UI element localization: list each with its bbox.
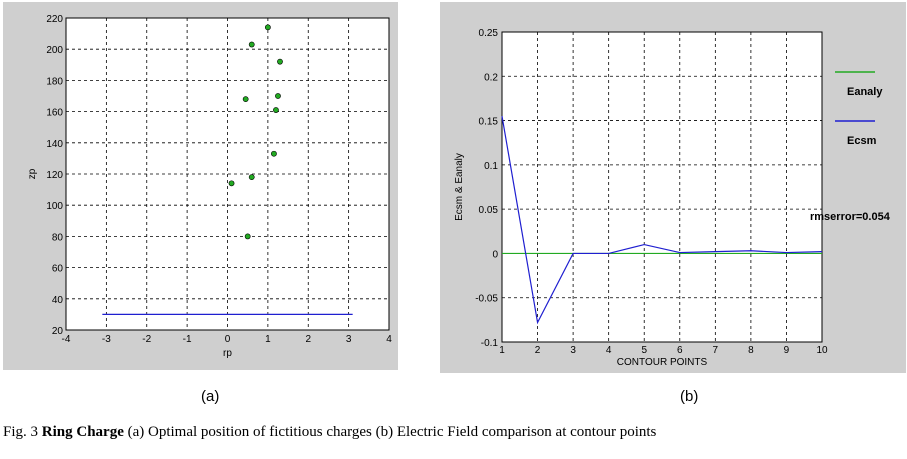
plot-frame [65, 17, 390, 331]
y-tick-label: 0.1 [484, 161, 498, 172]
y-tick-label: 0.05 [479, 205, 499, 216]
charge-point [273, 107, 279, 113]
plot-frame [501, 31, 823, 343]
y-tick-label: 100 [46, 201, 63, 212]
scatter-chart-svg: -4 -3 -2 -1 0 1 2 3 4 20 40 60 80 100 120 140 160 180 200 2… [27, 14, 392, 359]
caption-bold: Ring Charge [41, 424, 124, 440]
x-tick-label: 1 [499, 345, 505, 356]
y-tick-label: 0 [492, 249, 498, 260]
y-tick-label: 200 [46, 45, 63, 56]
x-tick-label: -4 [62, 334, 71, 345]
charge-point [228, 180, 235, 187]
charge-point [277, 58, 283, 65]
y-tick-label: -0.1 [481, 338, 499, 349]
x-tick-label: 7 [713, 345, 719, 356]
x-tick-label: 1 [265, 334, 271, 345]
figure-caption: Fig. 3 Ring Charge (a) Optimal position … [3, 424, 656, 441]
x-tick-label: 2 [305, 334, 311, 345]
x-tick-label: 6 [677, 345, 683, 356]
y-tick-label: -0.05 [475, 294, 498, 305]
x-tick-label: 8 [748, 345, 754, 356]
y-tick-label: 20 [52, 326, 64, 337]
charge-point [244, 233, 251, 240]
y-tick-label: 60 [52, 264, 64, 275]
plot-area [502, 32, 822, 342]
y-tick-label: 0.25 [479, 28, 499, 39]
y-axis-label: Ecsm & Eanaly [454, 153, 465, 221]
x-tick-label: 3 [570, 345, 576, 356]
x-tick-label: 4 [386, 334, 392, 345]
y-tick-label: 220 [46, 14, 63, 25]
charge-point [248, 41, 255, 48]
y-axis-label: zp [27, 168, 38, 179]
x-tick-label: 4 [606, 345, 612, 356]
x-tick-label: -2 [142, 334, 151, 345]
x-tick-label: 9 [784, 345, 790, 356]
charge-point [275, 93, 281, 99]
y-tick-label: 0.2 [484, 72, 498, 83]
subfigure-label-a: (a) [201, 388, 220, 405]
x-axis-label: CONTOUR POINTS [617, 357, 708, 368]
y-tick-label: 140 [46, 139, 63, 150]
y-tick-label: 40 [52, 295, 64, 306]
subfigure-label-b: (b) [680, 388, 699, 405]
figure-panel-a: -4 -3 -2 -1 0 1 2 3 4 20 40 60 80 100 120 140 160 180 200 2… [3, 2, 398, 370]
caption-prefix: Fig. 3 [3, 424, 42, 440]
rmserror-annotation: rmserror=0.054 [810, 211, 891, 223]
y-tick-label: 0.15 [479, 117, 499, 128]
x-axis-label: rp [223, 348, 232, 359]
charge-point [242, 96, 249, 103]
series-line-ecsm [501, 116, 823, 325]
x-tick-label: 5 [641, 345, 647, 356]
y-tick-label: 120 [46, 170, 63, 181]
legend-label-eanaly: Eanaly [847, 86, 883, 98]
line-chart-svg: 1 2 3 4 5 6 7 8 9 10 -0.1 -0.05 0 0.05 0.1 0.15 0.2 0.25 C… [454, 28, 891, 368]
x-tick-label: -1 [183, 334, 192, 345]
x-tick-label: 2 [535, 345, 541, 356]
charge-point [271, 150, 277, 157]
y-tick-label: 180 [46, 76, 63, 87]
y-tick-label: 80 [52, 232, 64, 243]
x-tick-label: 3 [346, 334, 352, 345]
charge-point [264, 24, 271, 31]
x-tick-label: -3 [102, 334, 111, 345]
charge-point [248, 174, 255, 181]
x-tick-label: 0 [225, 334, 231, 345]
legend-label-ecsm: Ecsm [847, 135, 877, 147]
y-tick-label: 160 [46, 108, 63, 119]
x-tick-label: 10 [816, 345, 828, 356]
figure-panel-b: 1 2 3 4 5 6 7 8 9 10 -0.1 -0.05 0 0.05 0.1 0.15 0.2 0.25 C… [440, 2, 906, 373]
caption-rest: (a) Optimal position of fictitious charg… [123, 424, 657, 440]
